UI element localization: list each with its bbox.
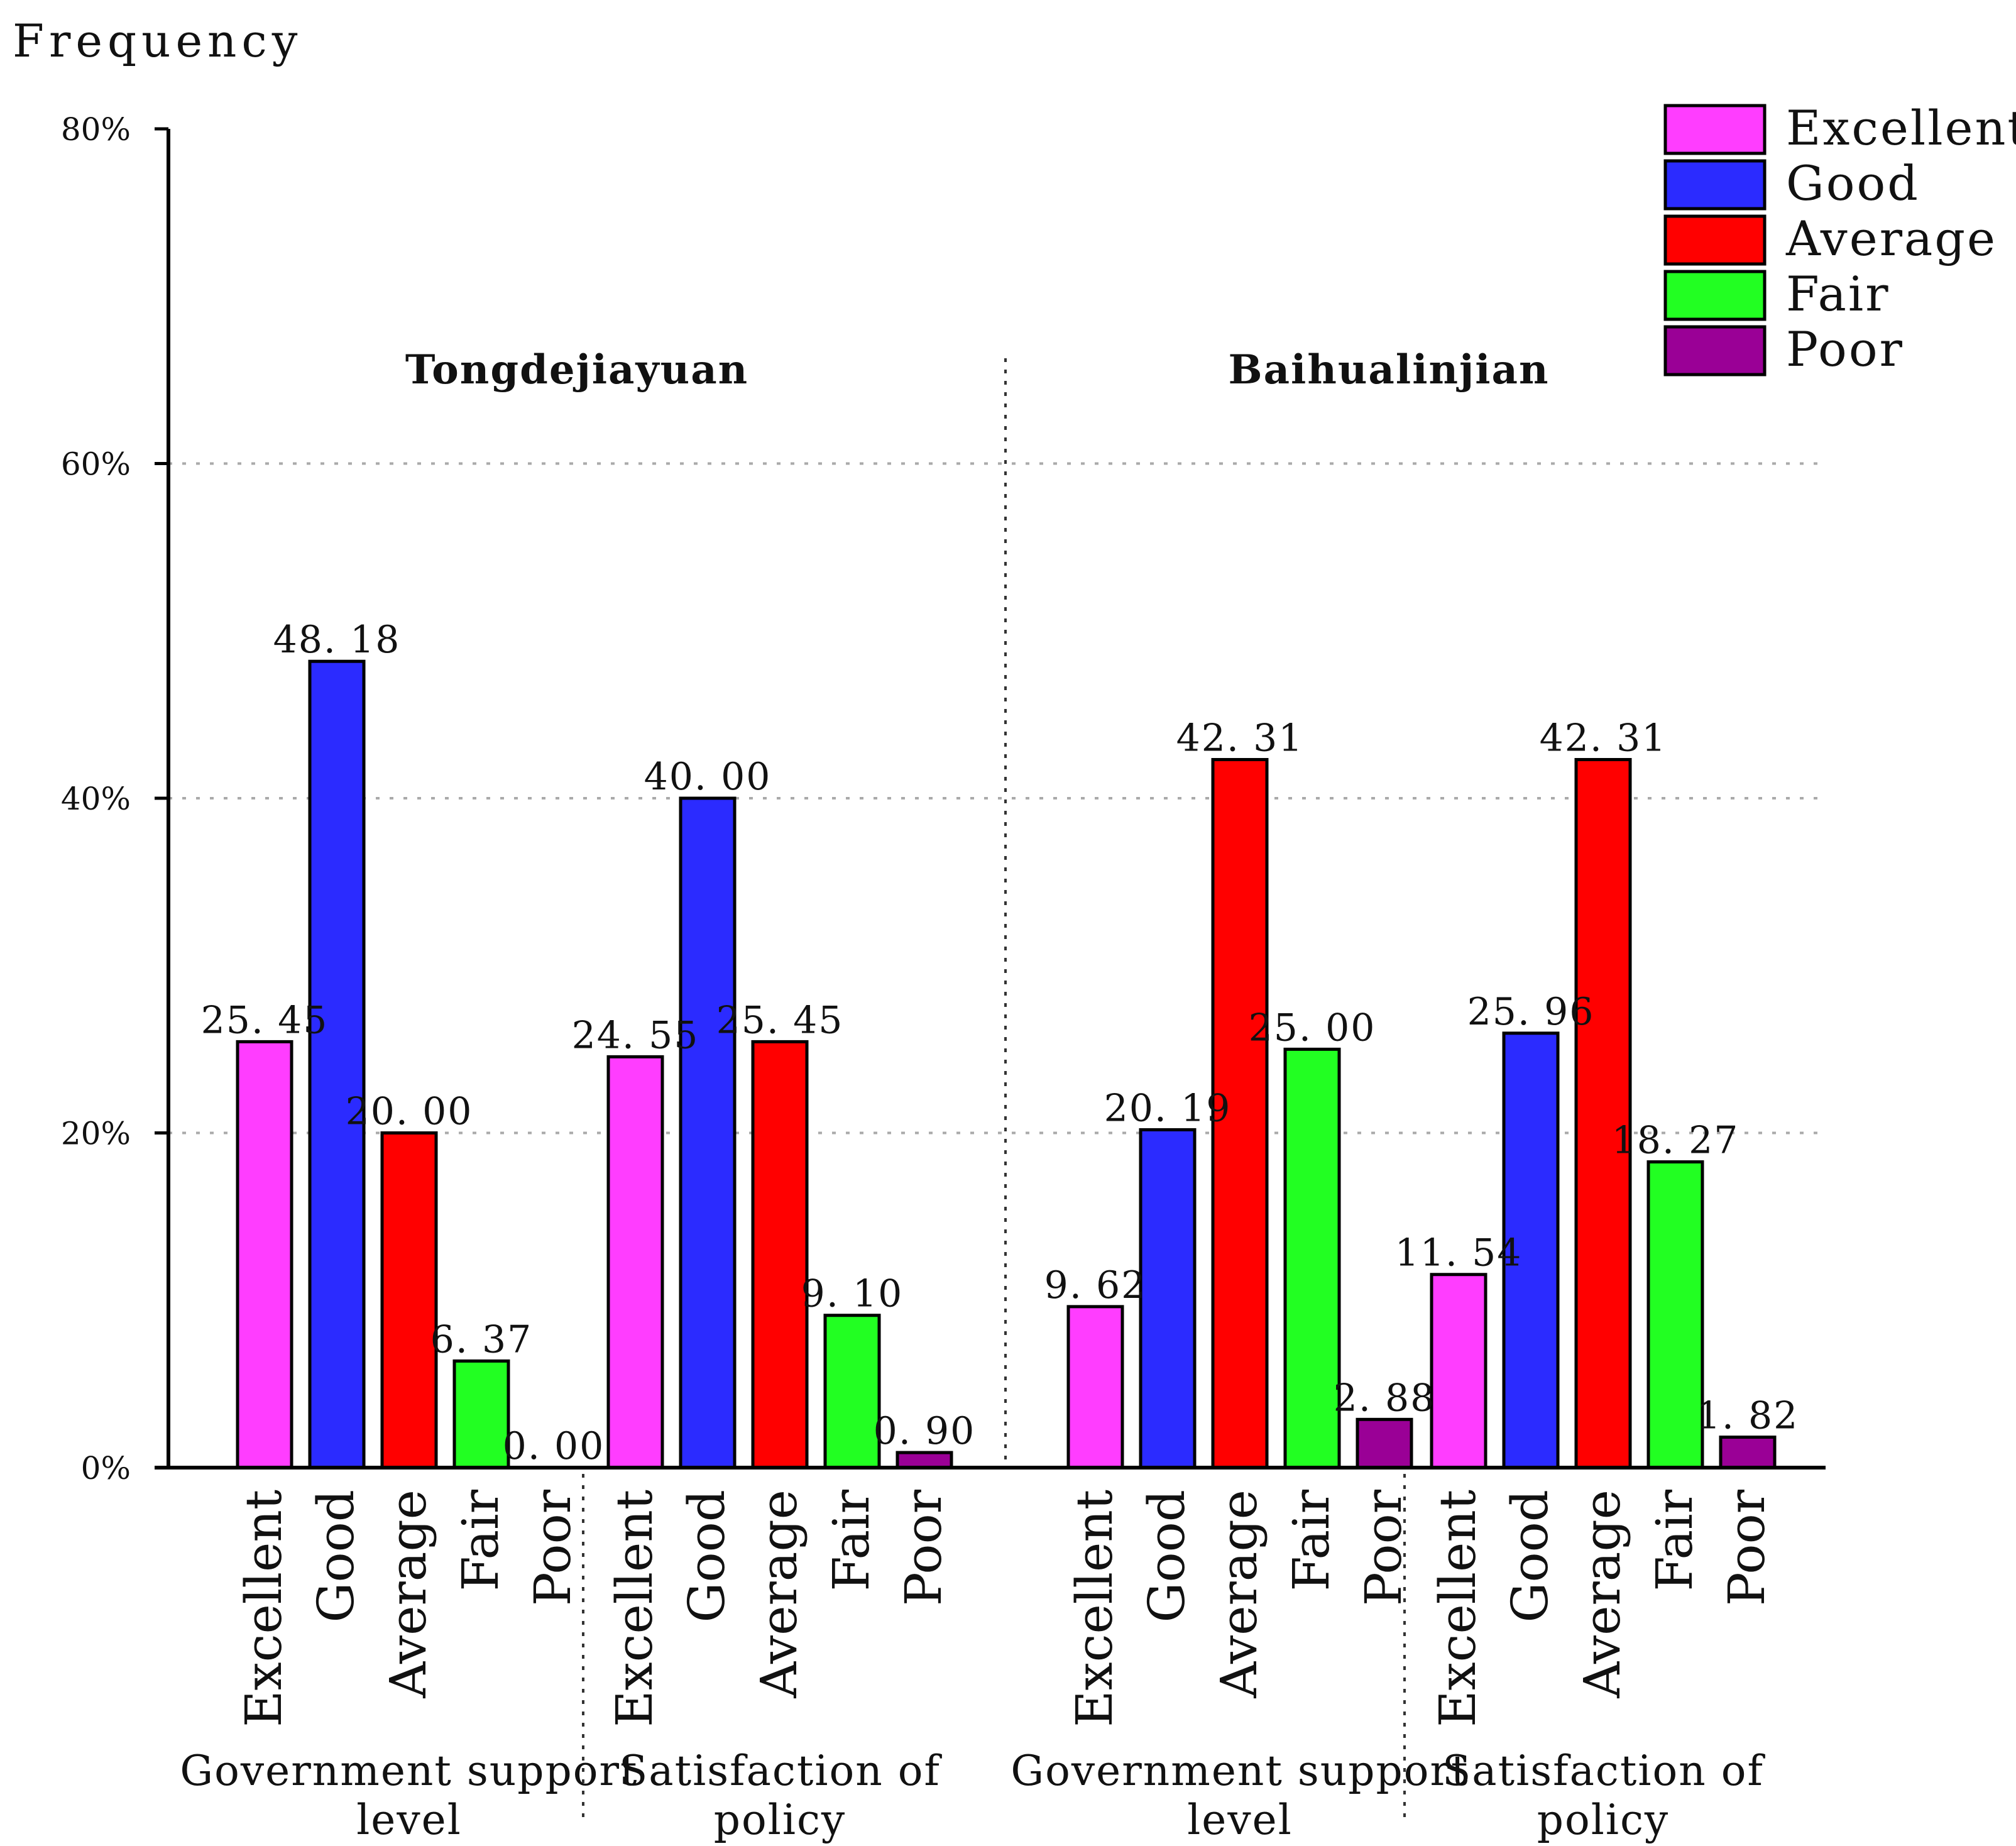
category-label: Excellent	[605, 1490, 664, 1727]
legend-label-excellent: Excellent	[1786, 100, 2016, 156]
value-label: 0. 00	[503, 1424, 605, 1468]
group-label-line1: Government support	[180, 1747, 638, 1795]
value-labels: 25. 45 48. 18 20. 00 6. 37 0. 00 24. 55 40. 00…	[201, 618, 1799, 1468]
value-label: 42. 31	[1540, 716, 1667, 760]
site-labels: Tongdejiayuan Baihualinjian	[405, 346, 1549, 393]
bar-excellent	[606, 1055, 664, 1470]
category-label: Poor	[523, 1489, 582, 1606]
value-label: 40. 00	[644, 755, 772, 799]
legend-label-average: Average	[1785, 211, 1997, 266]
legend-swatch-average	[1663, 214, 1767, 266]
bar-poor	[1356, 1417, 1413, 1470]
bar-excellent	[1430, 1273, 1487, 1470]
value-label: 9. 62	[1044, 1263, 1147, 1307]
value-label: 9. 10	[801, 1272, 904, 1316]
y-tick-label: 40%	[61, 781, 131, 817]
legend-swatch-fair	[1663, 270, 1767, 321]
category-labels: Excellent Good Average Fair Poor Excellent Goo…	[234, 1489, 1776, 1727]
category-label: Poor	[1354, 1489, 1413, 1606]
y-tick-label: 20%	[61, 1116, 131, 1152]
axes	[155, 127, 1826, 1470]
category-label: Average	[379, 1490, 437, 1699]
value-label: 18. 27	[1612, 1119, 1739, 1163]
value-label: 6. 37	[430, 1317, 533, 1361]
bar-fair	[452, 1359, 510, 1470]
legend-swatch-good	[1663, 159, 1767, 211]
group-label-line2: policy	[1537, 1796, 1669, 1844]
bar-good	[679, 796, 737, 1470]
y-tick-label: 80%	[61, 111, 131, 148]
category-label: Fair	[1282, 1489, 1340, 1591]
bar-average	[380, 1131, 438, 1470]
category-label: Poor	[894, 1489, 953, 1606]
value-label: 24. 55	[572, 1013, 699, 1057]
separators	[582, 358, 1406, 1820]
bars	[236, 659, 1777, 1470]
group-label-line2: policy	[714, 1796, 846, 1844]
bar-fair	[1283, 1047, 1341, 1470]
category-label: Excellent	[1065, 1490, 1124, 1727]
value-label: 20. 19	[1104, 1086, 1232, 1130]
value-label: 25. 45	[716, 998, 844, 1042]
bar-average	[751, 1040, 809, 1470]
category-label: Average	[1210, 1490, 1268, 1699]
value-label: 1. 82	[1697, 1394, 1799, 1438]
value-label: 25. 00	[1249, 1006, 1376, 1050]
bar-good	[1502, 1031, 1560, 1470]
legend-label-fair: Fair	[1786, 266, 1890, 322]
bar-excellent	[1066, 1305, 1124, 1470]
value-label: 25. 45	[201, 998, 329, 1042]
bar-fair	[1646, 1160, 1704, 1470]
bar-fair	[823, 1314, 881, 1470]
bar-good	[308, 659, 366, 1470]
category-label: Good	[1137, 1490, 1196, 1622]
value-label: 0. 90	[874, 1409, 976, 1453]
legend-swatch-poor	[1663, 325, 1767, 376]
legend-swatch-excellent	[1663, 104, 1767, 155]
group-label-line1: Satisfaction of	[619, 1747, 942, 1795]
value-label: 42. 31	[1176, 716, 1304, 760]
category-label: Excellent	[1428, 1490, 1487, 1727]
value-label: 11. 54	[1395, 1231, 1523, 1275]
group-label-line2: level	[1187, 1796, 1293, 1844]
legend-label-good: Good	[1786, 155, 1920, 211]
value-label: 48. 18	[273, 618, 401, 662]
y-tick-label: 60%	[61, 446, 131, 483]
category-label: Excellent	[234, 1490, 293, 1727]
y-tick-label: 0%	[81, 1450, 131, 1486]
group-label-line1: Government support	[1011, 1747, 1469, 1795]
site-label: Tongdejiayuan	[405, 346, 748, 393]
bar-excellent	[236, 1040, 293, 1470]
bar-poor	[1719, 1436, 1777, 1470]
group-label-line2: level	[356, 1796, 462, 1844]
site-label: Baihualinjian	[1228, 346, 1549, 393]
category-label: Good	[1501, 1490, 1559, 1622]
group-label-line1: Satisfaction of	[1442, 1747, 1765, 1795]
bar-good	[1139, 1128, 1197, 1470]
category-label: Good	[307, 1490, 365, 1622]
bar-average	[1574, 757, 1632, 1470]
value-label: 20. 00	[346, 1090, 473, 1134]
category-label: Fair	[1645, 1489, 1704, 1591]
category-label: Average	[1573, 1490, 1631, 1699]
value-label: 2. 88	[1334, 1376, 1436, 1420]
category-label: Fair	[451, 1489, 510, 1591]
category-label: Average	[750, 1490, 808, 1699]
legend-label-poor: Poor	[1786, 321, 1904, 377]
value-label: 25. 96	[1467, 990, 1595, 1034]
y-axis-label: Frequency	[13, 14, 302, 67]
category-label: Poor	[1717, 1489, 1776, 1606]
bar-poor	[896, 1451, 953, 1470]
category-label: Fair	[822, 1489, 880, 1591]
category-label: Good	[677, 1490, 736, 1622]
y-tick-labels: 0% 20% 40% 60% 80%	[61, 111, 131, 1486]
